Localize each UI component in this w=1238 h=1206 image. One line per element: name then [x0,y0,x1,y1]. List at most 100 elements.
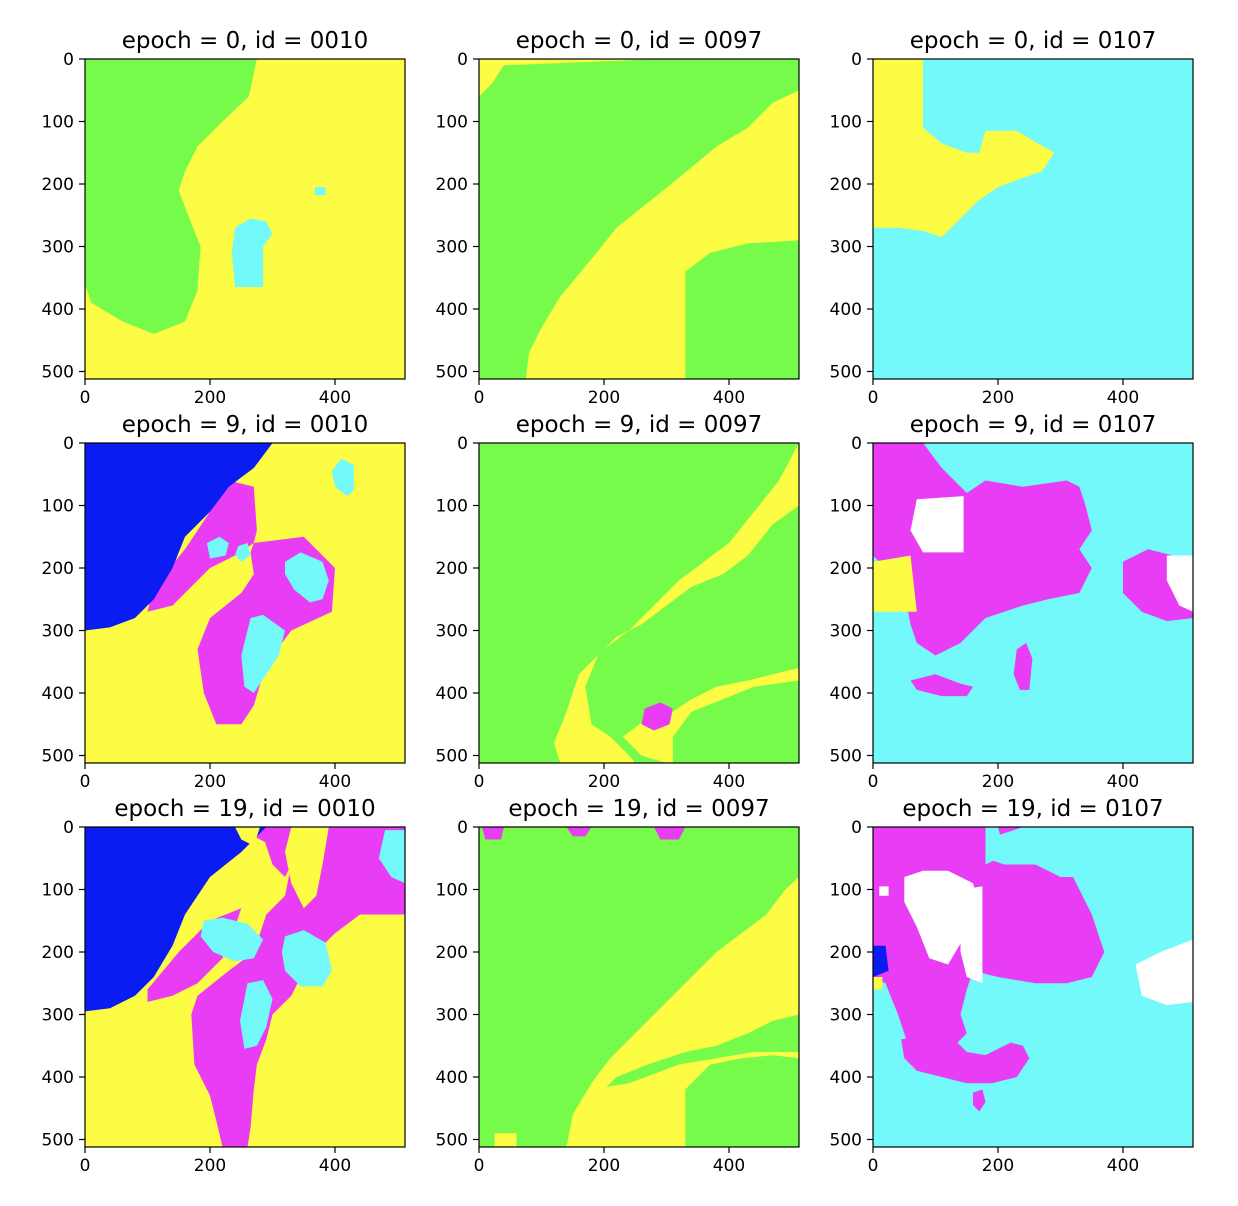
region-cyan [241,614,285,693]
y-tick-label: 100 [830,113,862,133]
axes-frame [478,826,800,1148]
segmentation-image [479,827,799,1147]
region-cyan [331,458,354,497]
panel-title: epoch = 0, id = 0010 [122,28,369,54]
y-tick-label: 100 [42,113,74,133]
y-tick-label: 200 [830,175,862,195]
region-magenta [973,1089,986,1112]
segmentation-image [85,59,405,379]
region-magenta [191,827,405,1147]
x-tick-label: 200 [982,1156,1014,1176]
panel-epoch-0-id-0010: epoch = 0, id = 0010 0 100 200 300 400 500 0 200… [42,28,406,408]
y-tick-label: 500 [436,747,468,767]
x-tick-label: 400 [1107,772,1139,792]
y-tick-label: 400 [42,684,74,704]
x-tick-label: 400 [1107,388,1139,408]
y-tick-label: 400 [436,300,468,320]
segmentation-image [873,827,1193,1147]
region-blue [873,945,889,977]
y-tick-label: 400 [436,1068,468,1088]
panel-title: epoch = 0, id = 0097 [516,28,763,54]
x-tick-label: 0 [868,772,879,792]
x-tick-label: 400 [713,388,745,408]
y-tick-label: 300 [436,238,468,258]
y-tick-label: 0 [851,818,862,838]
segmentation-image [85,827,405,1147]
y-tick-label: 400 [830,684,862,704]
region-cyan [985,827,1061,865]
region-yellow [554,443,799,763]
panel-epoch-19-id-0107: epoch = 19, id = 0107 0 100 200 300 400 500 0 20… [830,796,1194,1176]
segmentation-image [85,443,405,763]
region-white [960,886,983,984]
region-green [672,680,799,763]
y-tick-label: 200 [42,559,74,579]
panel-title: epoch = 9, id = 0107 [910,412,1157,438]
y-tick-label: 200 [436,943,468,963]
x-tick-label: 200 [588,1156,620,1176]
region-green [685,240,799,379]
y-tick-label: 200 [436,175,468,195]
region-cyan [240,980,273,1049]
region-cyan [378,830,405,884]
region-magenta [641,702,673,731]
segmentation-image [479,443,799,763]
y-tick-label: 500 [830,747,862,767]
region-yellow [566,877,799,1147]
y-tick-label: 300 [830,1006,862,1026]
x-tick-label: 200 [194,388,226,408]
region-cyan [206,536,229,559]
x-tick-label: 400 [713,772,745,792]
y-tick-label: 0 [63,434,74,454]
region-cyan [200,917,264,962]
y-tick-label: 100 [42,497,74,517]
y-tick-label: 500 [436,363,468,383]
panel-epoch-9-id-0097: epoch = 9, id = 0097 0 100 200 300 400 500 0 200… [436,412,800,792]
panel-epoch-19-id-0010: epoch = 19, id = 0010 0 100 200 300 400 500 0 20… [42,796,406,1176]
y-tick-label: 500 [830,1131,862,1151]
x-tick-label: 200 [588,772,620,792]
panel-epoch-0-id-0097: epoch = 0, id = 0097 0 100 200 300 400 500 0 200… [436,28,800,408]
region-magenta [482,827,504,840]
y-tick-label: 400 [830,300,862,320]
y-tick-label: 500 [42,747,74,767]
y-tick-label: 400 [436,684,468,704]
y-tick-label: 200 [42,943,74,963]
axes-frame [84,58,406,380]
axes-frame [872,442,1194,764]
y-tick-label: 500 [830,363,862,383]
panel-epoch-9-id-0107: epoch = 9, id = 0107 0 100 200 300 400 500 0 200… [830,412,1194,792]
region-magenta [1013,643,1033,690]
region-yellow [873,59,1055,238]
x-tick-label: 0 [80,772,91,792]
x-tick-label: 200 [982,388,1014,408]
x-tick-label: 400 [319,772,351,792]
panel-epoch-19-id-0097: epoch = 19, id = 0097 0 100 200 300 400 500 0 20… [436,796,800,1176]
x-tick-label: 400 [319,388,351,408]
axes-frame [478,58,800,380]
x-tick-label: 200 [194,772,226,792]
region-green [685,1055,799,1147]
region-green [85,59,257,334]
y-tick-label: 0 [457,434,468,454]
panel-title: epoch = 19, id = 0097 [508,796,769,822]
region-blue [85,827,267,1012]
segmentation-image [873,59,1193,379]
region-cyan [235,543,251,562]
region-magenta [873,443,1092,656]
x-tick-label: 0 [474,1156,485,1176]
panel-title: epoch = 9, id = 0010 [122,412,369,438]
x-tick-label: 0 [80,388,91,408]
axes-frame [84,442,406,764]
y-tick-label: 300 [42,622,74,642]
y-tick-label: 200 [436,559,468,579]
region-white [1166,555,1193,612]
region-magenta [566,827,592,837]
x-tick-label: 0 [868,1156,879,1176]
x-tick-label: 400 [319,1156,351,1176]
y-tick-label: 200 [830,943,862,963]
region-magenta [654,827,686,840]
y-tick-label: 100 [830,497,862,517]
x-tick-label: 0 [80,1156,91,1176]
